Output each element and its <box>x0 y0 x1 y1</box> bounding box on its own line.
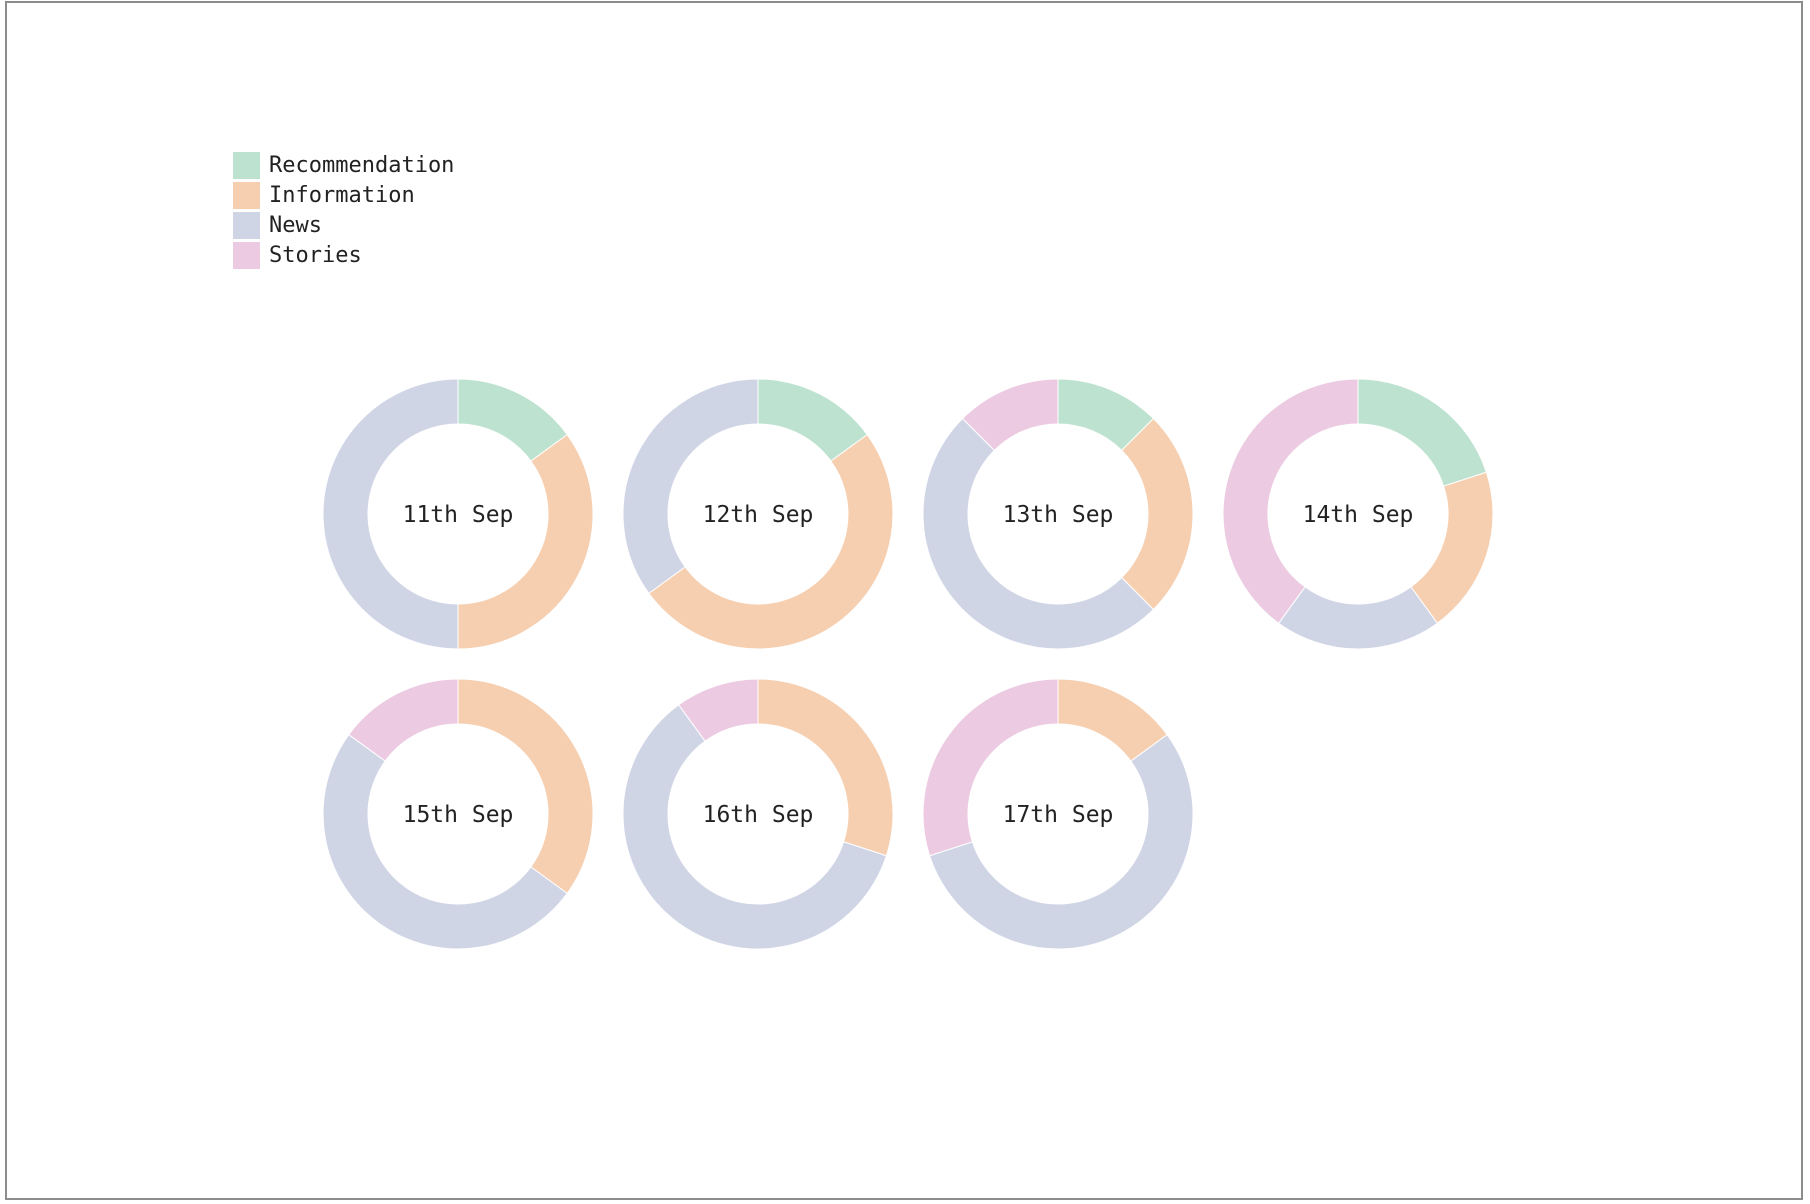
donut-13th-sep: 13th Sep <box>922 378 1194 650</box>
donut-14th-sep: 14th Sep <box>1222 378 1494 650</box>
donut-12th-sep: 12th Sep <box>622 378 894 650</box>
legend-label-recommendation: Recommendation <box>269 153 454 178</box>
donut-label: 16th Sep <box>703 802 814 828</box>
slice-recommendation <box>1357 378 1488 487</box>
legend: Recommendation Information News Stories <box>233 152 454 269</box>
slice-information <box>757 678 894 857</box>
slice-stories <box>1222 378 1359 624</box>
donut-label: 14th Sep <box>1303 502 1414 528</box>
donut-label: 13th Sep <box>1003 502 1114 528</box>
legend-swatch-stories <box>233 242 260 269</box>
donut-label: 11th Sep <box>403 502 514 528</box>
slice-stories <box>961 378 1059 452</box>
donut-11th-sep: 11th Sep <box>322 378 594 650</box>
legend-label-stories: Stories <box>269 243 362 268</box>
legend-swatch-news <box>233 212 260 239</box>
slice-news <box>922 417 1155 650</box>
legend-item-information: Information <box>233 182 415 209</box>
legend-item-stories: Stories <box>233 242 362 269</box>
slice-news <box>1277 586 1439 650</box>
donut-17th-sep: 17th Sep <box>922 678 1194 950</box>
slice-news <box>622 378 759 595</box>
slice-news <box>622 704 888 950</box>
legend-item-recommendation: Recommendation <box>233 152 454 179</box>
slice-stories <box>677 678 759 742</box>
legend-label-information: Information <box>269 183 415 208</box>
slice-news <box>928 733 1194 950</box>
legend-label-news: News <box>269 213 322 238</box>
legend-swatch-recommendation <box>233 152 260 179</box>
donut-16th-sep: 16th Sep <box>622 678 894 950</box>
chart-frame: Recommendation Information News Stories 11t… <box>5 1 1803 1200</box>
slice-information <box>457 678 594 895</box>
slice-information <box>1410 471 1494 624</box>
donut-charts: 11th Sep 12th Sep 13th Sep 14th Sep 15th Sep… <box>322 378 1494 950</box>
slice-news <box>322 378 459 650</box>
donut-15th-sep: 15th Sep <box>322 678 594 950</box>
slice-information <box>648 433 894 650</box>
slice-news <box>322 733 568 950</box>
legend-item-news: News <box>233 212 322 239</box>
slice-information <box>457 433 594 650</box>
slice-stories <box>922 678 1059 857</box>
slice-information <box>1120 417 1194 611</box>
donut-label: 17th Sep <box>1003 802 1114 828</box>
slice-stories <box>348 678 459 762</box>
donut-chart-grid: Recommendation Information News Stories 11t… <box>233 152 1494 950</box>
donut-label: 12th Sep <box>703 502 814 528</box>
donut-label: 15th Sep <box>403 802 514 828</box>
legend-swatch-information <box>233 182 260 209</box>
